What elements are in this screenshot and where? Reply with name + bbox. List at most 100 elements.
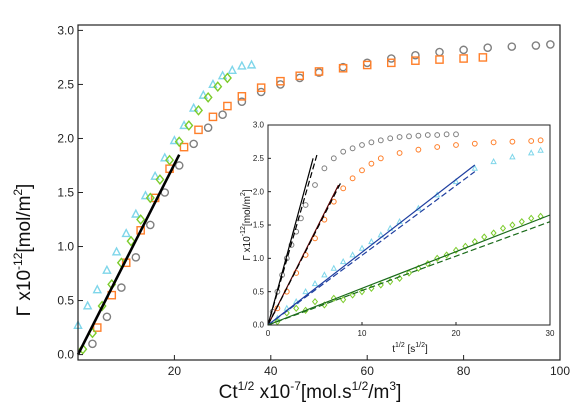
inset-point	[499, 224, 507, 232]
inset-point	[452, 246, 460, 254]
main-point	[362, 58, 372, 68]
inset-point	[340, 148, 347, 155]
main-point	[531, 41, 541, 50]
inset-point	[509, 138, 516, 145]
main-point	[203, 123, 213, 132]
inset-point	[462, 242, 469, 250]
inset-point	[293, 304, 300, 312]
main-y-tick-label: 0.5	[57, 294, 74, 308]
main-x-tick-label: 60	[361, 364, 375, 378]
inset-fit-line-5	[267, 164, 476, 326]
main-point	[276, 76, 285, 86]
main-point	[208, 78, 218, 89]
main-point	[218, 110, 227, 119]
main-point	[92, 323, 102, 332]
inset-point	[368, 139, 375, 146]
inset-x-tick-label: 0	[266, 329, 271, 338]
inset-point	[321, 165, 328, 172]
main-point	[295, 73, 305, 83]
inset-point	[368, 160, 375, 167]
inset-point	[339, 257, 347, 265]
main-y-axis-label: Γ x10-12[mol/m2]	[11, 184, 35, 317]
inset-y-axis-label: Γ x10-12[mol/m2]	[240, 189, 253, 260]
inset-x-tick-label: 30	[546, 329, 555, 338]
main-point	[174, 161, 184, 170]
main-point	[140, 190, 151, 200]
main-y-tick-label: 1.5	[57, 186, 74, 200]
main-point	[387, 58, 396, 68]
inset-x-axis-label: t1/2 [s1/2]	[392, 342, 428, 355]
inset-point	[359, 167, 365, 174]
inset-fit-line-7	[267, 214, 551, 326]
inset-point	[509, 221, 516, 229]
main-point	[155, 174, 165, 185]
main-point	[145, 220, 155, 230]
main-point	[256, 87, 266, 97]
inset-point	[453, 142, 459, 148]
inset-point	[330, 264, 338, 271]
inset-y-tick-label: 1.5	[253, 221, 265, 230]
main-point	[194, 125, 203, 135]
inset-point	[490, 229, 497, 237]
main-point	[150, 170, 160, 180]
main-fit-line-1	[76, 154, 181, 356]
inset-point	[415, 146, 422, 153]
main-y-tick-label: 0.0	[57, 348, 74, 362]
main-point	[237, 92, 247, 101]
inset-point	[302, 287, 309, 295]
main-point	[435, 47, 444, 57]
main-point	[111, 246, 122, 256]
inset-point	[528, 138, 535, 144]
main-point	[208, 112, 218, 122]
main-point	[102, 312, 112, 322]
main-point	[92, 284, 103, 294]
main-point	[222, 72, 232, 84]
inset-point	[396, 134, 403, 140]
main-point	[198, 89, 209, 99]
main-point	[478, 53, 488, 62]
main-x-tick-label: 40	[264, 364, 278, 378]
inset-point	[443, 131, 450, 138]
main-point	[203, 91, 213, 103]
inset-point	[518, 218, 525, 226]
main-x-tick-label: 80	[457, 364, 471, 378]
main-point	[184, 120, 194, 131]
main-point	[126, 235, 136, 247]
main-point	[131, 208, 141, 218]
main-point	[338, 63, 348, 73]
main-point	[386, 54, 396, 63]
main-point	[246, 59, 257, 69]
inset-point	[424, 132, 431, 138]
inset-point	[471, 140, 478, 147]
main-point	[435, 55, 444, 64]
inset-fit-line-6	[267, 171, 476, 326]
inset-point	[311, 298, 319, 306]
inset-point	[377, 231, 385, 238]
inset-point	[509, 153, 516, 160]
main-point	[136, 214, 146, 225]
main-point	[256, 83, 266, 92]
main-point	[223, 101, 232, 111]
main-x-tick-label: 100	[550, 364, 570, 378]
inset-point	[349, 175, 356, 182]
inset-x-tick-label: 20	[452, 329, 461, 338]
inset-point	[387, 135, 394, 142]
inset-point	[330, 294, 337, 302]
main-point	[131, 253, 141, 262]
main-series-4	[78, 72, 232, 355]
main-y-tick-label: 2.5	[57, 77, 74, 91]
main-point	[507, 42, 517, 51]
main-point	[295, 71, 305, 81]
main-point	[227, 64, 237, 74]
inset-point	[415, 132, 422, 139]
inset-point	[434, 132, 441, 138]
inset-point	[537, 146, 544, 153]
inset-point	[471, 164, 479, 171]
inset-point	[340, 296, 347, 304]
main-point	[82, 300, 93, 310]
inset-point	[368, 237, 375, 245]
inset-point	[377, 155, 384, 162]
main-point	[459, 54, 468, 63]
inset-y-tick-label: 2.0	[253, 187, 265, 196]
inset-point	[330, 155, 337, 162]
